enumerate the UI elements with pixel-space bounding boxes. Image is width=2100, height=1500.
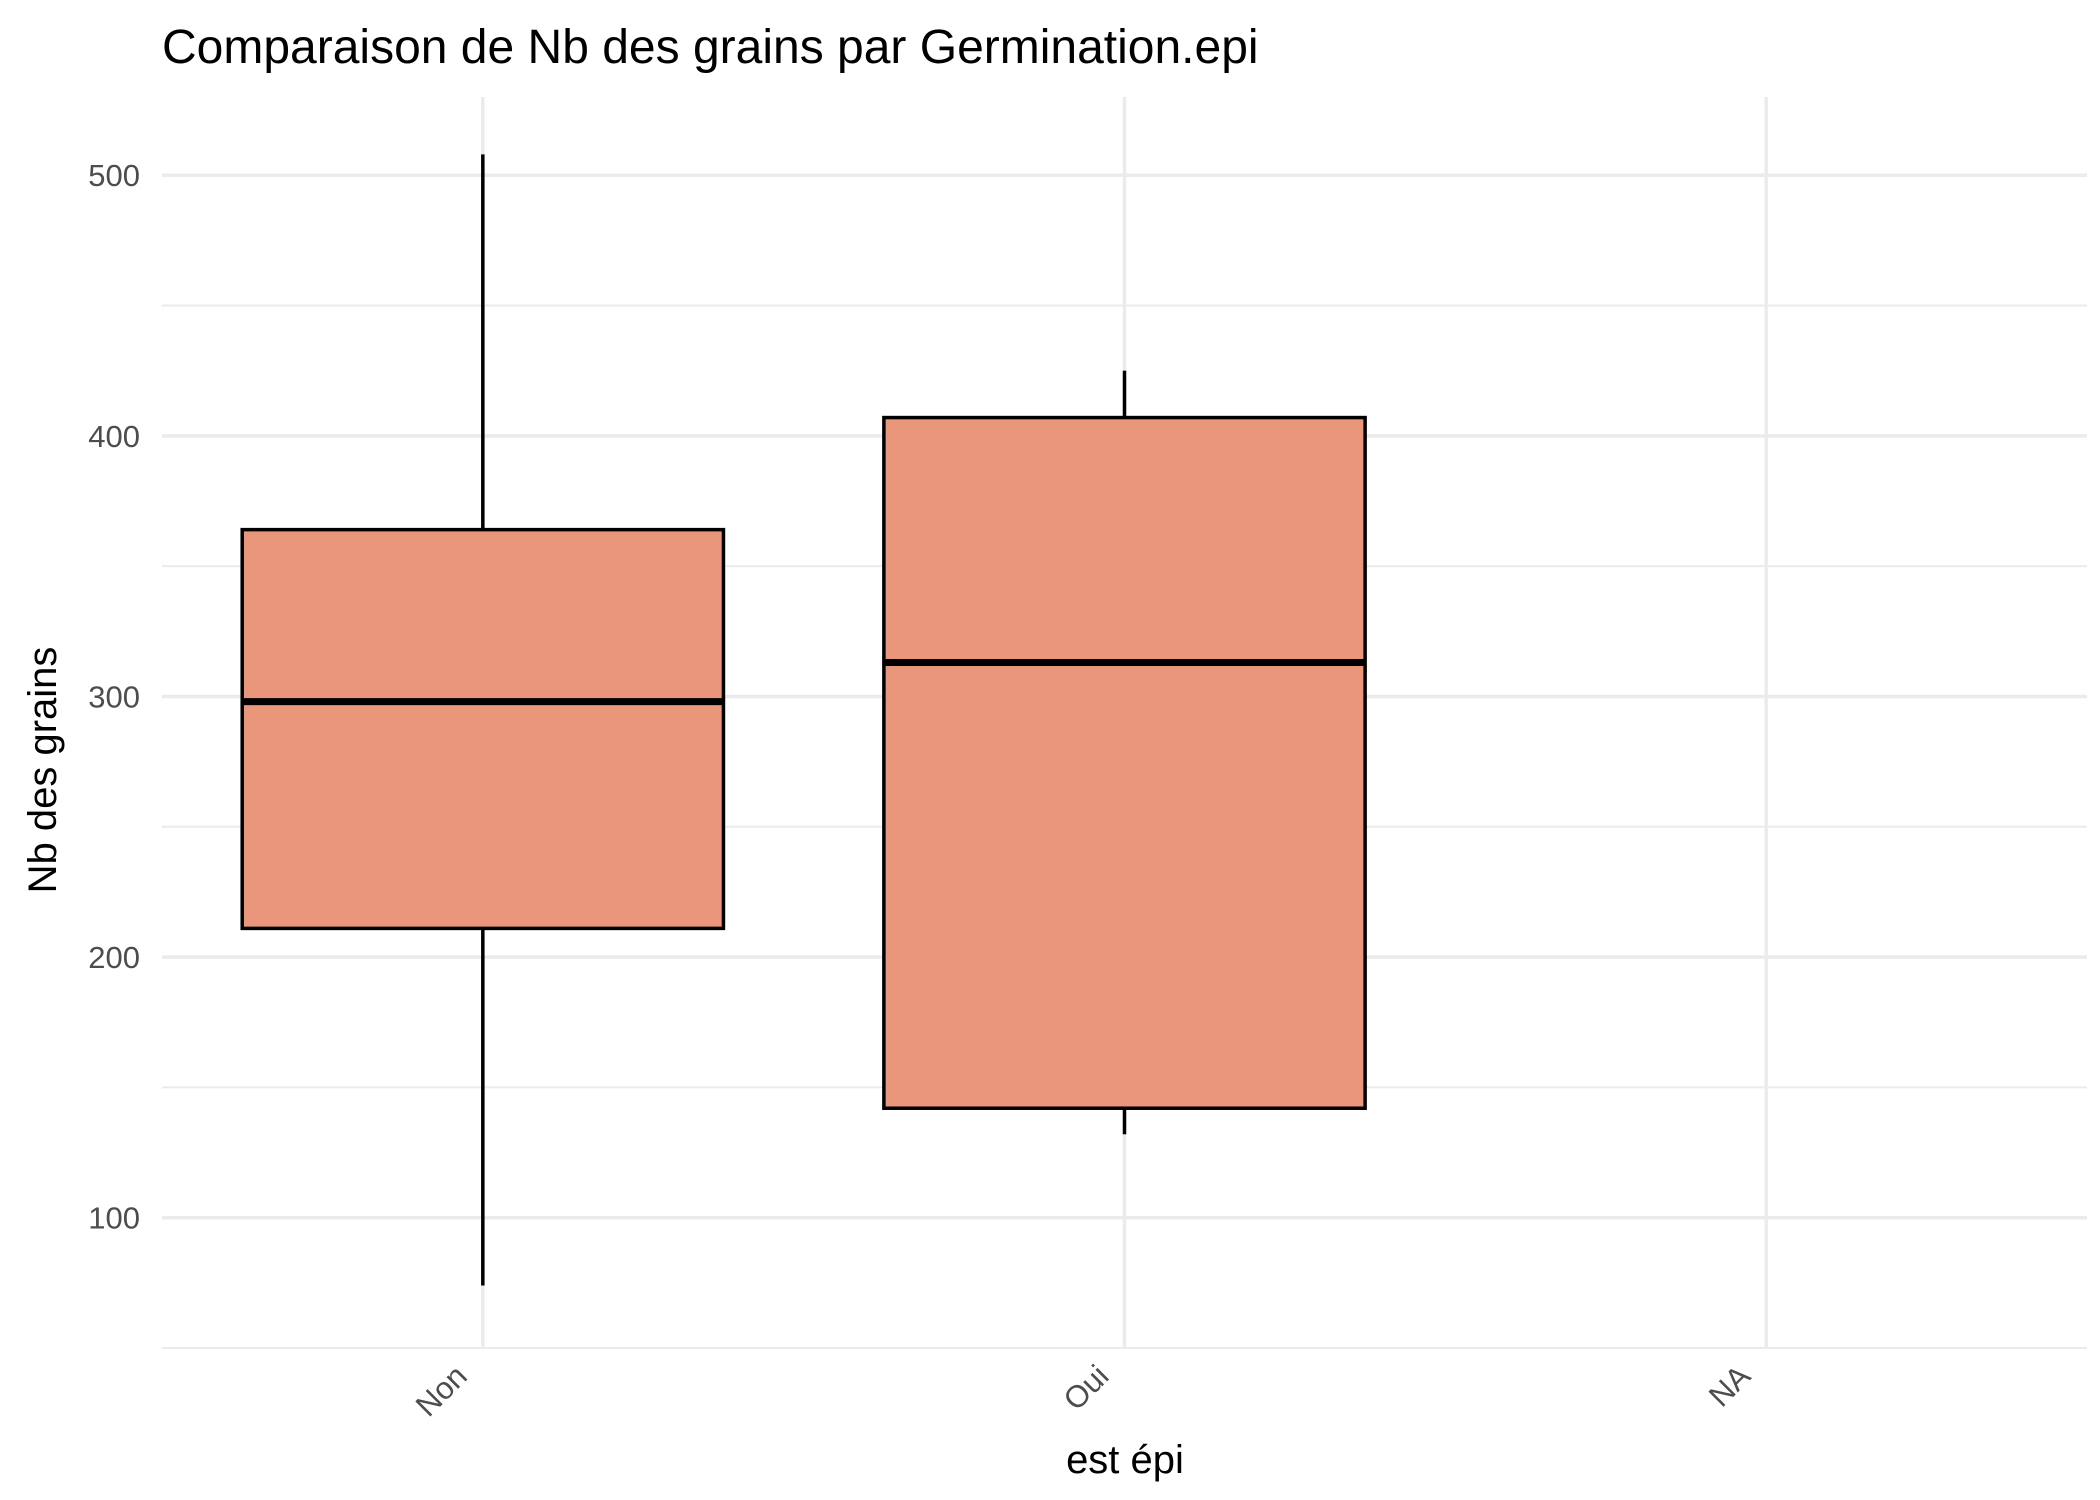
x-tick-labels: Non Oui NA xyxy=(409,1358,1758,1423)
x-axis-title: est épi xyxy=(1066,1438,1184,1482)
x-tick-label: Oui xyxy=(1057,1358,1116,1417)
box-non xyxy=(240,527,726,931)
x-tick-label: Non xyxy=(409,1358,474,1423)
y-tick-label: 100 xyxy=(88,1201,140,1236)
y-tick-labels: 100 200 300 400 500 xyxy=(88,158,140,1236)
chart-title: Comparaison de Nb des grains par Germina… xyxy=(162,21,1259,74)
boxes xyxy=(240,154,1367,1286)
y-tick-label: 200 xyxy=(88,940,140,975)
y-tick-label: 300 xyxy=(88,679,140,714)
y-tick-label: 400 xyxy=(88,419,140,454)
x-tick-label: NA xyxy=(1702,1358,1757,1413)
y-tick-label: 500 xyxy=(88,158,140,193)
box-oui xyxy=(882,415,1367,1110)
y-axis-title: Nb des grains xyxy=(21,647,65,894)
